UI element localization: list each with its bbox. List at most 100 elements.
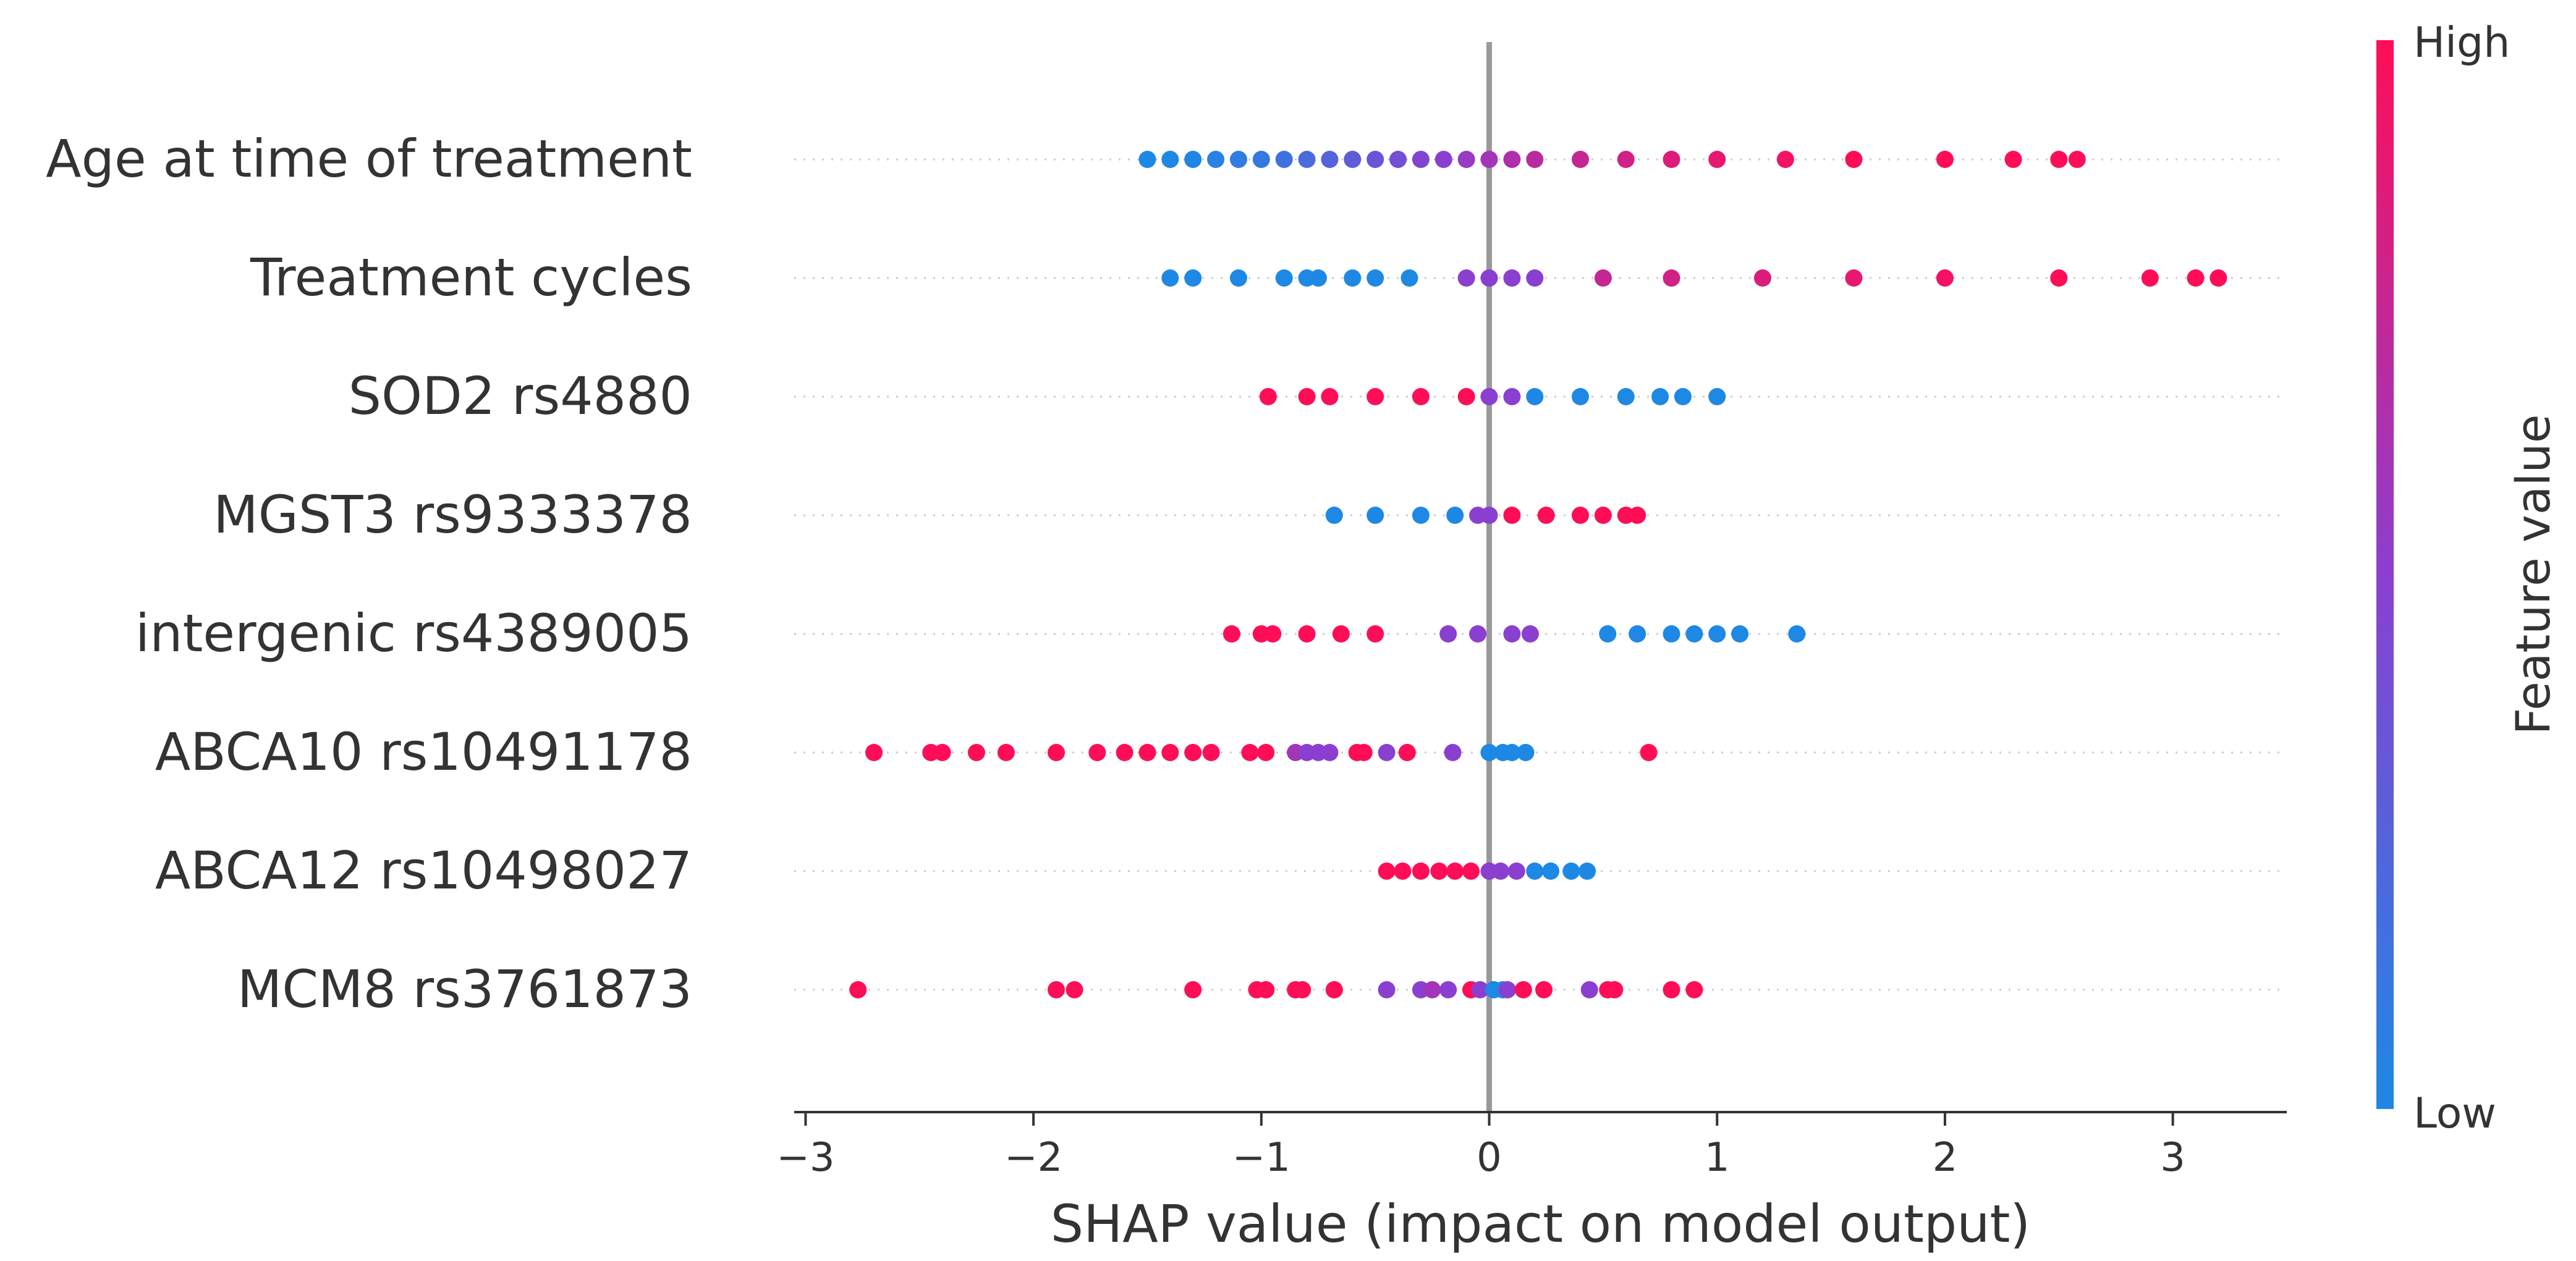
shap-point: [1503, 625, 1521, 643]
shap-point: [1439, 981, 1457, 998]
shap-point: [997, 744, 1015, 761]
shap-point: [1184, 269, 1202, 287]
shap-point: [1423, 981, 1441, 998]
shap-point: [865, 744, 883, 761]
shap-point: [1572, 507, 1590, 524]
feature-label: Treatment cycles: [250, 247, 692, 308]
shap-point: [1321, 388, 1339, 405]
x-axis-ticks: −3 −2 −1 0 1 2 3: [776, 1112, 2185, 1181]
shap-point: [1275, 151, 1293, 168]
shap-point: [1446, 507, 1464, 524]
shap-point: [2210, 269, 2227, 287]
colorbar-title: Feature value: [2506, 415, 2561, 735]
shap-point: [1526, 151, 1544, 168]
shap-point: [1845, 269, 1863, 287]
shap-point: [1663, 625, 1680, 643]
colorbar-low-label: Low: [2413, 1089, 2496, 1138]
shap-point: [1457, 269, 1475, 287]
feature-label: MCM8 rs3761873: [237, 959, 692, 1019]
shap-point: [1617, 388, 1635, 405]
shap-point: [1731, 625, 1749, 643]
x-tick-label: −2: [1004, 1135, 1062, 1181]
shap-point: [1378, 744, 1396, 761]
shap-point: [1480, 507, 1498, 524]
shap-point: [1298, 151, 1316, 168]
shap-point: [1325, 507, 1343, 524]
shap-point: [1207, 151, 1225, 168]
shap-point: [1471, 981, 1489, 998]
shap-point: [1257, 744, 1275, 761]
shap-point: [1507, 862, 1525, 880]
shap-point: [1663, 151, 1680, 168]
shap-point: [1572, 151, 1590, 168]
shap-point: [1514, 981, 1532, 998]
shap-point: [1480, 269, 1498, 287]
colorbar: High Low Feature value: [2376, 19, 2561, 1138]
x-axis-title: SHAP value (impact on model output): [1051, 1194, 2030, 1254]
shap-point: [1517, 744, 1535, 761]
x-tick-label: 0: [1477, 1135, 1502, 1181]
shap-point: [967, 744, 985, 761]
shap-point: [1542, 862, 1560, 880]
shap-point: [1499, 981, 1517, 998]
shap-point: [1708, 151, 1726, 168]
shap-point: [1412, 151, 1430, 168]
shap-point: [1321, 744, 1339, 761]
shap-point: [1480, 744, 1498, 761]
shap-point: [1389, 151, 1407, 168]
shap-point: [1366, 151, 1384, 168]
shap-point: [1264, 625, 1282, 643]
colorbar-gradient: [2376, 40, 2394, 1109]
shap-point: [1503, 269, 1521, 287]
shap-point: [1344, 269, 1362, 287]
shap-point: [1936, 269, 1954, 287]
shap-point: [1412, 388, 1430, 405]
shap-point: [2187, 269, 2205, 287]
shap-point: [1629, 507, 1646, 524]
shap-point: [1457, 388, 1475, 405]
shap-point: [1161, 151, 1179, 168]
feature-label: MGST3 rs9333378: [213, 484, 692, 545]
shap-point: [1298, 388, 1316, 405]
shap-point: [1366, 269, 1384, 287]
shap-point: [1366, 388, 1384, 405]
feature-label: ABCA10 rs10491178: [155, 722, 692, 782]
shap-point: [1708, 388, 1726, 405]
shap-point: [1503, 507, 1521, 524]
shap-point: [1491, 862, 1509, 880]
x-tick-label: 3: [2160, 1135, 2185, 1181]
shap-point: [1788, 625, 1806, 643]
shap-point: [1412, 507, 1430, 524]
shap-point: [1366, 625, 1384, 643]
shap-point: [1469, 625, 1487, 643]
shap-point: [1480, 388, 1498, 405]
shap-point: [1048, 981, 1066, 998]
feature-label: Age at time of treatment: [46, 129, 692, 189]
shap-point: [1138, 744, 1156, 761]
shap-point: [1521, 625, 1539, 643]
shap-point: [1640, 744, 1658, 761]
shap-point: [1685, 981, 1703, 998]
shap-point: [1663, 981, 1680, 998]
shap-point: [1503, 151, 1521, 168]
shap-point: [1503, 388, 1521, 405]
shap-point: [1229, 151, 1247, 168]
x-tick-label: −1: [1232, 1135, 1290, 1181]
shap-point: [1936, 151, 1954, 168]
shap-point: [1184, 151, 1202, 168]
shap-point: [2068, 151, 2086, 168]
shap-point: [1298, 625, 1316, 643]
shap-point: [1222, 625, 1240, 643]
shap-point: [1845, 151, 1863, 168]
shap-point: [1629, 625, 1646, 643]
feature-grid-lines: [794, 158, 2287, 991]
shap-point: [1202, 744, 1220, 761]
shap-point: [1394, 862, 1412, 880]
shap-point: [1526, 269, 1544, 287]
shap-point: [1257, 981, 1275, 998]
shap-point: [1457, 151, 1475, 168]
shap-point: [1674, 388, 1692, 405]
shap-point: [1294, 981, 1311, 998]
shap-point: [1562, 862, 1580, 880]
